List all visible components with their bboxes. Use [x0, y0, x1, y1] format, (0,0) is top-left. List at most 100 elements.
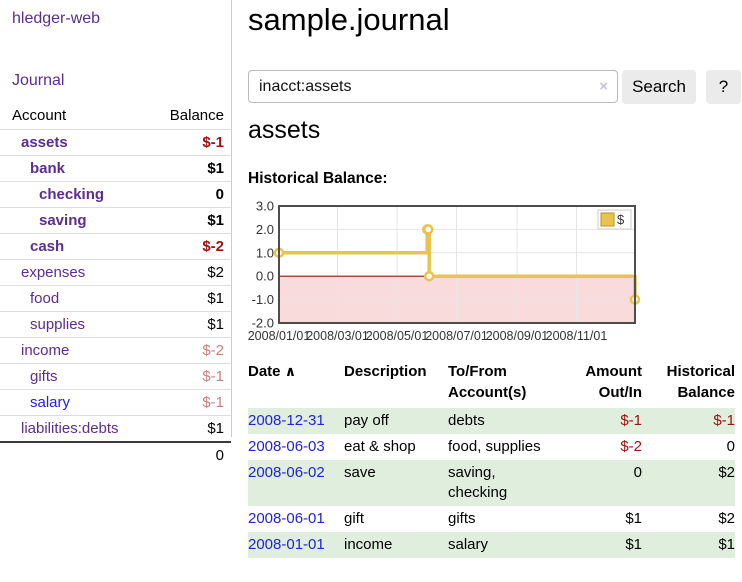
account-row: assets $-1 [0, 129, 231, 156]
account-row: checking 0 [0, 181, 231, 208]
account-row: supplies $1 [0, 311, 231, 338]
account-balance: $-2 [142, 233, 231, 260]
account-link-salary[interactable]: salary [30, 394, 71, 411]
account-row: liabilities:debts $1 [0, 415, 231, 442]
register-date-cell: 2008-01-01 [248, 532, 344, 558]
account-balance: $-1 [142, 363, 231, 390]
search-box: × [248, 70, 618, 103]
svg-text:2008/07/01: 2008/07/01 [425, 329, 488, 343]
account-balance: $1 [142, 207, 231, 234]
svg-text:-1.0: -1.0 [252, 292, 274, 307]
transaction-balance: $2 [718, 510, 735, 527]
account-balance: $1 [142, 415, 231, 442]
account-link-food[interactable]: food [30, 290, 60, 307]
transaction-amount: $-1 [620, 412, 642, 429]
transaction-date-link[interactable]: 2008-01-01 [248, 536, 325, 553]
transaction-amount: $1 [625, 536, 642, 553]
register-row: 2008-06-02 save saving, checking 0 $2 [248, 460, 735, 506]
svg-text:2008/11/01: 2008/11/01 [546, 329, 608, 343]
account-link-assets[interactable]: assets [21, 134, 68, 151]
accounts-total-value: 0 [142, 441, 231, 468]
svg-text:2008/09/01: 2008/09/01 [486, 329, 549, 343]
account-link-liabilities-debts[interactable]: liabilities:debts [21, 420, 119, 437]
transaction-date-link[interactable]: 2008-06-02 [248, 464, 325, 481]
svg-text:$: $ [617, 212, 625, 227]
account-link-checking[interactable]: checking [39, 186, 105, 203]
register-table: Date ∧ Description To/From Account(s) Am… [248, 358, 735, 558]
account-balance: $1 [142, 285, 231, 312]
svg-text:-2.0: -2.0 [252, 316, 274, 331]
register-date-cell: 2008-06-01 [248, 506, 344, 532]
transaction-accounts: debts [448, 412, 485, 429]
account-row: expenses $2 [0, 259, 231, 286]
register-header-amount: Amount Out/In [585, 363, 642, 401]
transaction-date-link[interactable]: 2008-12-31 [248, 412, 325, 429]
svg-text:1.0: 1.0 [256, 245, 274, 260]
svg-text:3.0: 3.0 [256, 200, 274, 214]
transaction-date-link[interactable]: 2008-06-03 [248, 438, 325, 455]
account-balance: $2 [142, 259, 231, 286]
account-link-income[interactable]: income [21, 342, 70, 359]
sidebar-divider [231, 0, 232, 437]
register-header-date[interactable]: Date ∧ [248, 363, 296, 380]
register-row: 2008-01-01 income salary $1 $1 [248, 532, 735, 558]
account-link-saving[interactable]: saving [39, 212, 87, 229]
account-row: cash $-2 [0, 233, 231, 260]
transaction-balance: 0 [726, 438, 735, 455]
chart-title: Historical Balance: [248, 170, 388, 187]
account-balance: $1 [142, 311, 231, 338]
transaction-description: gift [344, 510, 365, 527]
transaction-amount: $1 [625, 510, 642, 527]
search-button[interactable]: Search [622, 70, 696, 104]
historical-balance-chart: $3.0 2.0 1.0 0.0 -1.0 -2.02008/01/012008/03/0… [248, 200, 641, 343]
transaction-amount: $-2 [620, 438, 642, 455]
clear-search-icon[interactable]: × [599, 78, 608, 95]
account-link-cash[interactable]: cash [30, 238, 65, 255]
svg-text:2.0: 2.0 [256, 222, 274, 237]
register-row: 2008-06-03 eat & shop food, supplies $-2 0 [248, 434, 735, 460]
register-header-description: Description [344, 363, 427, 380]
accounts-header-account: Account [12, 107, 67, 124]
transaction-accounts: gifts [448, 510, 476, 527]
transaction-accounts: food, supplies [448, 438, 541, 455]
register-date-cell: 2008-12-31 [248, 408, 344, 434]
account-balance: $1 [142, 155, 231, 182]
transaction-accounts: salary [448, 536, 489, 553]
transaction-balance: $-1 [713, 412, 735, 429]
transaction-description: eat & shop [344, 438, 416, 455]
svg-text:0.0: 0.0 [256, 269, 274, 284]
search-input[interactable] [248, 70, 618, 103]
register-date-cell: 2008-06-03 [248, 434, 344, 460]
transaction-date-link[interactable]: 2008-06-01 [248, 510, 325, 527]
register-date-cell: 2008-06-02 [248, 460, 344, 506]
account-balance: $-1 [142, 129, 231, 156]
sidebar-item-journal[interactable]: Journal [12, 72, 65, 89]
account-balance: 0 [142, 181, 231, 208]
register-row: 2008-06-01 gift gifts $1 $2 [248, 506, 735, 532]
account-row: salary $-1 [0, 389, 231, 416]
register-header-balance: Historical Balance [666, 363, 735, 401]
account-link-expenses[interactable]: expenses [21, 264, 86, 281]
accounts-total-label [0, 441, 143, 468]
help-button[interactable]: ? [706, 70, 741, 104]
account-balance: $-2 [142, 337, 231, 364]
transaction-balance: $2 [718, 464, 735, 481]
account-link-supplies[interactable]: supplies [30, 316, 86, 333]
register-header-accounts: To/From Account(s) [448, 363, 527, 401]
register-row: 2008-12-31 pay off debts $-1 $-1 [248, 408, 735, 434]
transaction-accounts: saving, checking [448, 464, 508, 501]
page-title: sample.journal [248, 2, 450, 37]
transaction-description: save [344, 464, 376, 481]
accounts-table: Account Balance assets $-1 bank $1 checking 0… [0, 103, 231, 468]
account-link-gifts[interactable]: gifts [30, 368, 58, 385]
svg-text:2008/03/01: 2008/03/01 [306, 329, 369, 343]
account-row: income $-2 [0, 337, 231, 364]
sort-asc-icon: ∧ [284, 363, 296, 379]
account-row: food $1 [0, 285, 231, 312]
transaction-description: income [344, 536, 393, 553]
account-link-bank[interactable]: bank [30, 160, 66, 177]
app-title-link[interactable]: hledger-web [12, 10, 101, 27]
account-row: bank $1 [0, 155, 231, 182]
svg-text:2008/05/01: 2008/05/01 [366, 329, 429, 343]
